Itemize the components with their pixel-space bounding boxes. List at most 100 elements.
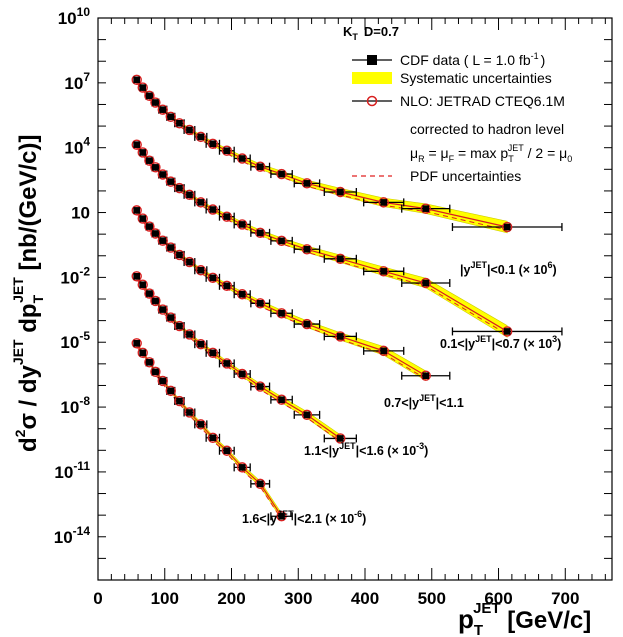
- data-point: [270, 511, 293, 522]
- data-point: [157, 235, 168, 246]
- data-point: [144, 357, 155, 368]
- nlo-marker: [157, 375, 168, 387]
- legend: CDF data ( L = 1.0 fb-1) Systematic unce…: [352, 51, 572, 184]
- data-point: [183, 189, 196, 201]
- cdf-data-marker: [337, 255, 344, 263]
- data-point: [194, 338, 208, 350]
- kt-header: KT D=0.7: [343, 24, 399, 42]
- data-point: [174, 249, 185, 261]
- cdf-data-marker: [422, 279, 430, 287]
- nlo-marker: [276, 394, 287, 405]
- cdf-data-marker: [133, 340, 141, 347]
- data-point: [165, 385, 176, 397]
- nlo-marker: [137, 279, 148, 290]
- nlo-marker: [236, 153, 248, 164]
- cdf-data-marker: [238, 290, 246, 298]
- nlo-marker: [157, 104, 168, 115]
- cdf-data-marker: [278, 309, 285, 317]
- cdf-data-marker: [303, 245, 311, 253]
- plot-axes: 0 100 200 300 400 500 600 700 1010 107 104 10 10-2 10…: [54, 5, 613, 608]
- data-point: [174, 320, 185, 332]
- data-point: [165, 312, 176, 323]
- data-point: [194, 419, 208, 430]
- nlo-marker: [144, 90, 155, 102]
- data-point: [174, 395, 185, 407]
- cdf-data-marker: [209, 274, 217, 282]
- cdf-data-marker: [256, 383, 264, 390]
- cdf-data-marker: [278, 512, 285, 520]
- data-point: [250, 381, 271, 392]
- x-tick-label: 600: [484, 589, 512, 608]
- nlo-marker: [137, 347, 148, 359]
- data-point: [250, 298, 271, 309]
- nlo-marker: [276, 308, 287, 319]
- cdf-data-marker: [380, 347, 388, 355]
- data-point: [165, 242, 176, 253]
- data-point: [194, 131, 208, 143]
- cdf-data-marker: [133, 76, 141, 84]
- data-point: [293, 178, 321, 189]
- cdf-data-marker: [167, 113, 175, 121]
- cdf-data-marker: [238, 155, 246, 162]
- nlo-marker: [335, 433, 346, 444]
- data-point: [250, 161, 271, 172]
- nlo-marker: [131, 205, 142, 216]
- cdf-data-marker: [139, 349, 147, 357]
- data-point: [233, 462, 251, 473]
- cdf-data-marker: [176, 251, 183, 259]
- data-point: [183, 124, 196, 136]
- data-point: [270, 235, 293, 247]
- cdf-data-marker: [197, 340, 205, 348]
- nlo-marker: [301, 178, 313, 189]
- data-point: [233, 153, 251, 164]
- data-point: [194, 265, 208, 276]
- nlo-marker: [157, 304, 168, 315]
- nlo-marker: [335, 253, 346, 264]
- cdf-data-marker: [146, 157, 153, 164]
- nlo-marker: [195, 338, 207, 350]
- nlo-marker: [378, 345, 389, 357]
- cdf-data-marker: [503, 328, 511, 335]
- cdf-data-marker: [133, 273, 141, 280]
- y-tick-label: 10-8: [60, 394, 90, 417]
- nlo-marker: [184, 256, 195, 268]
- region-label-3: 0.7<|yJET|<1.1: [384, 393, 464, 410]
- nlo-marker: [157, 169, 168, 180]
- data-point: [131, 271, 142, 282]
- data-points: [131, 74, 563, 522]
- data-point: [194, 197, 208, 208]
- cdf-data-marker: [303, 180, 311, 187]
- cdf-data-marker: [152, 297, 159, 305]
- data-point: [233, 289, 251, 300]
- y-axis-title: d2σ / dyJET dpTJET [nb/(GeV/c)]: [10, 134, 46, 452]
- cdf-data-marker: [303, 320, 311, 328]
- data-point: [150, 228, 161, 239]
- cdf-data-marker: [197, 266, 205, 274]
- legend-entry-nlo: NLO: JETRAD CTEQ6.1M: [352, 93, 565, 109]
- data-point: [137, 147, 148, 158]
- region-label-2: 0.1<|yJET|<0.7 (× 103): [440, 334, 561, 351]
- nlo-marker: [236, 462, 248, 473]
- cdf-data-marker: [186, 126, 193, 134]
- cdf-data-marker: [278, 396, 285, 404]
- cdf-data-marker: [146, 92, 153, 100]
- data-point: [144, 288, 155, 299]
- cdf-data-marker: [146, 359, 153, 366]
- x-tick-label: 700: [551, 589, 579, 608]
- data-point: [137, 347, 148, 359]
- cdf-data-marker: [256, 300, 264, 307]
- nlo-marker: [184, 189, 195, 201]
- x-tick-label: 300: [284, 589, 312, 608]
- nlo-marker: [131, 74, 142, 86]
- nlo-marker: [221, 145, 233, 156]
- y-tick-label: 1010: [58, 5, 91, 28]
- legend-hadron-text: corrected to hadron level: [410, 121, 564, 137]
- nlo-marker: [335, 186, 346, 198]
- y-tick-label: 10-14: [54, 524, 91, 547]
- cdf-data-marker: [209, 206, 217, 213]
- data-point: [293, 409, 321, 421]
- data-point: [205, 432, 221, 443]
- region-labels: |yJET|<0.1 (× 106) 0.1<|yJET|<0.7 (× 103…: [242, 260, 561, 526]
- region-label-1: |yJET|<0.1 (× 106): [460, 260, 557, 277]
